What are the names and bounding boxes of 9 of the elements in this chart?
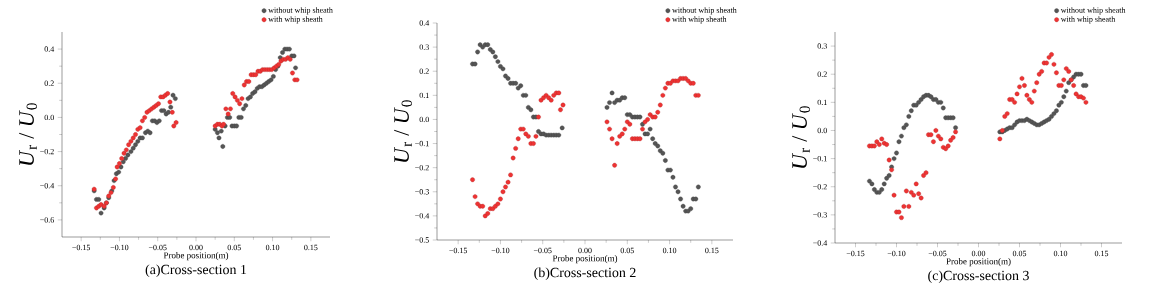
text: (b)Cross-section 2	[534, 267, 636, 281]
x-axis-title: Probe position(m)	[163, 252, 229, 261]
text: (a)Cross-section 1	[145, 264, 247, 278]
text: (c)Cross-section 3	[928, 270, 1029, 284]
y-axis-title: U$_{r}$ / U$_{0}$	[19, 103, 37, 165]
x-axis-title: Probe position(m)	[946, 258, 1011, 267]
y-axis-title: U$_{r}$ / U$_{0}$	[792, 106, 810, 168]
x-axis-title: Probe position(m)	[552, 255, 618, 264]
y-axis-title: U$_{r}$ / U$_{0}$	[394, 100, 412, 162]
